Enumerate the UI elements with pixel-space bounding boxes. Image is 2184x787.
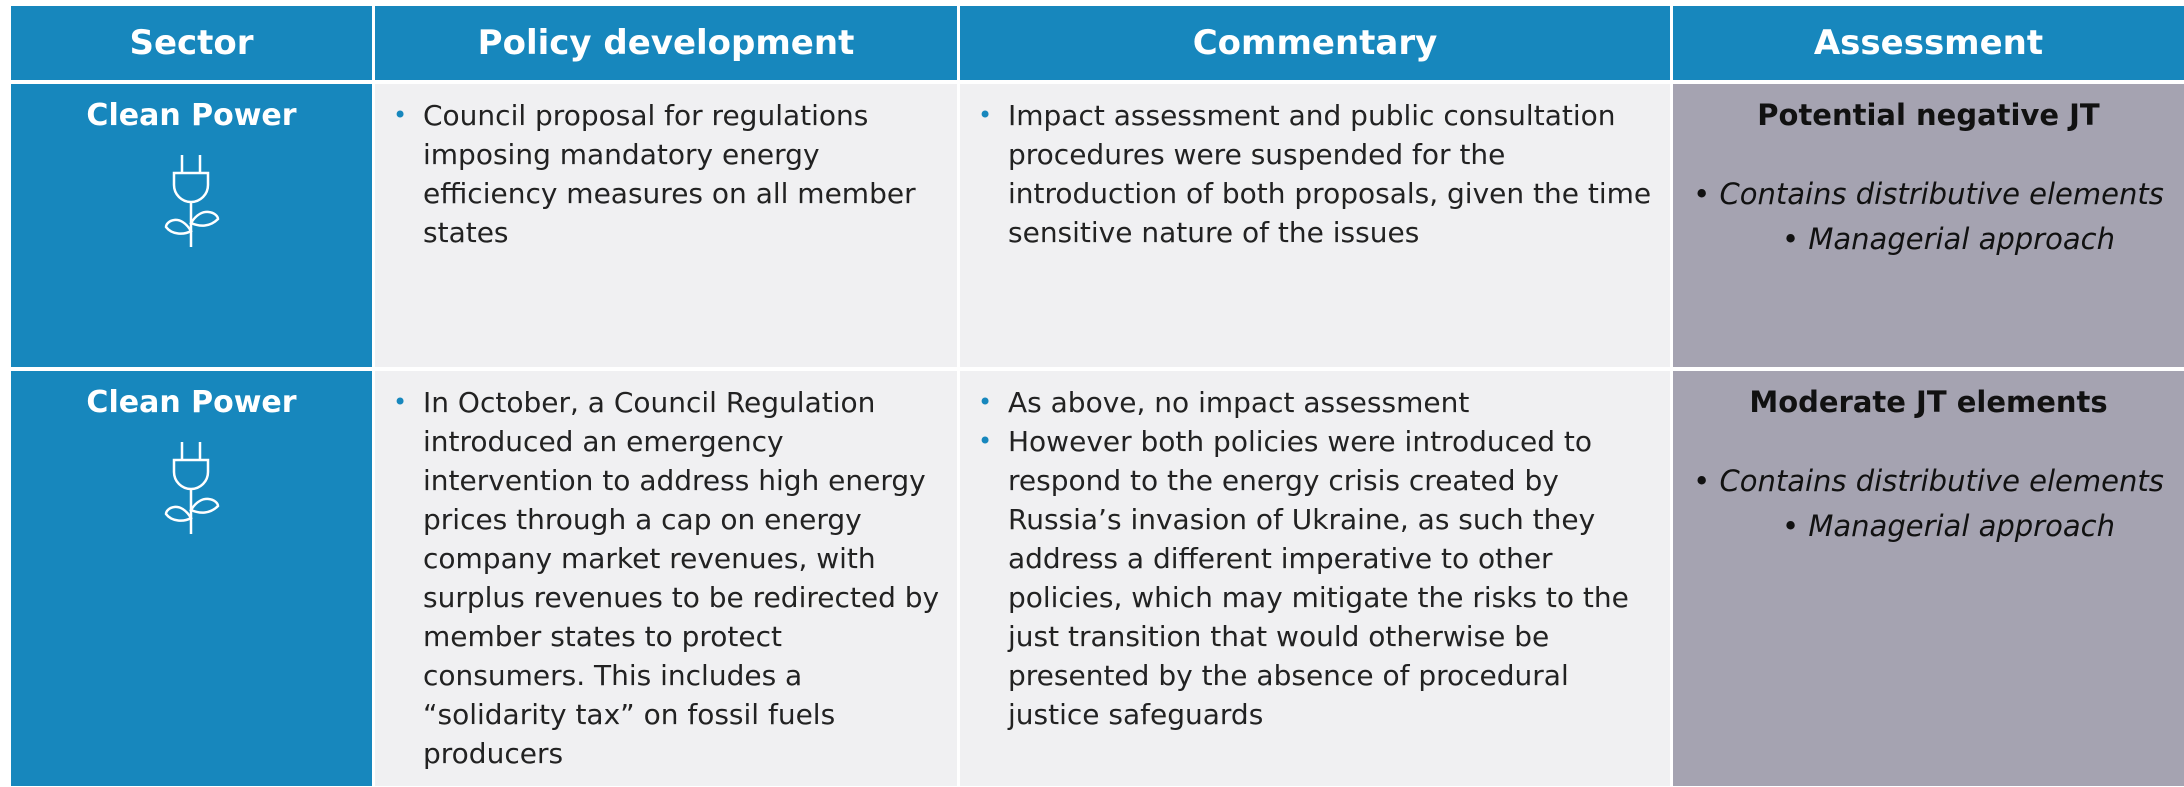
assessment-title: Moderate JT elements [1749,385,2108,419]
policy-cell: In October, a Council Regulation introdu… [375,371,957,786]
assessment-text: Contains distributive elements [1719,464,2164,498]
bullet-list: As above, no impact assessmentHowever bo… [972,383,1654,734]
column-header: Assessment [1673,6,2184,80]
commentary-cell: As above, no impact assessmentHowever bo… [960,371,1670,786]
column-header: Policy development [375,6,957,80]
column-header: Commentary [960,6,1670,80]
bullet-item: Impact assessment and public consultatio… [978,96,1654,252]
assessment-bullet: • Contains distributive elements [1693,177,2164,211]
bullet-item: Council proposal for regulations imposin… [393,96,941,252]
assessment-text: Managerial approach [1808,509,2115,543]
sector-label: Clean Power [86,385,297,420]
table: Sector Policy development Commentary Assess… [11,6,2184,786]
assessment-text: Managerial approach [1808,222,2115,256]
plug-plant-icon [164,155,219,247]
assessment-title: Potential negative JT [1757,98,2100,132]
bullet-list: Impact assessment and public consultatio… [972,96,1654,252]
sector-cell: Clean Power [11,84,372,367]
assessment-cell: Potential negative JT • Contains distribu… [1673,84,2184,367]
assessment-bullet: • Contains distributive elements [1693,464,2164,498]
assessment-bullet: • Managerial approach [1782,509,2115,543]
sector-cell: Clean Power [11,371,372,786]
column-header: Sector [11,6,372,80]
bullet-list: Council proposal for regulations imposin… [387,96,941,252]
assessment-text: Contains distributive elements [1719,177,2164,211]
policy-cell: Council proposal for regulations imposin… [375,84,957,367]
assessment-cell: Moderate JT elements • Contains distribut… [1673,371,2184,786]
bullet-item: However both policies were introduced to… [978,422,1654,734]
bullet-list: In October, a Council Regulation introdu… [387,383,941,773]
assessment-bullet: • Managerial approach [1782,222,2115,256]
plug-plant-icon [164,442,219,534]
bullet-item: As above, no impact assessment [978,383,1654,422]
bullet-item: In October, a Council Regulation introdu… [393,383,941,773]
commentary-cell: Impact assessment and public consultatio… [960,84,1670,367]
sector-label: Clean Power [86,98,297,133]
